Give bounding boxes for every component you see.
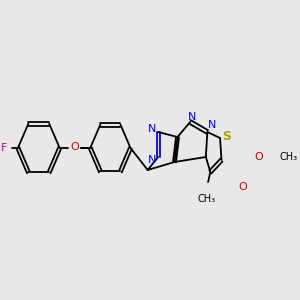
Text: N: N	[188, 112, 196, 122]
Text: S: S	[222, 130, 231, 143]
Text: O: O	[238, 182, 247, 192]
Text: O: O	[70, 142, 79, 152]
Text: CH₃: CH₃	[197, 194, 216, 204]
Text: N: N	[148, 124, 156, 134]
Text: O: O	[254, 152, 263, 162]
Text: F: F	[1, 143, 8, 153]
Text: N: N	[208, 120, 216, 130]
Text: N: N	[148, 155, 156, 165]
Text: CH₃: CH₃	[280, 152, 298, 162]
